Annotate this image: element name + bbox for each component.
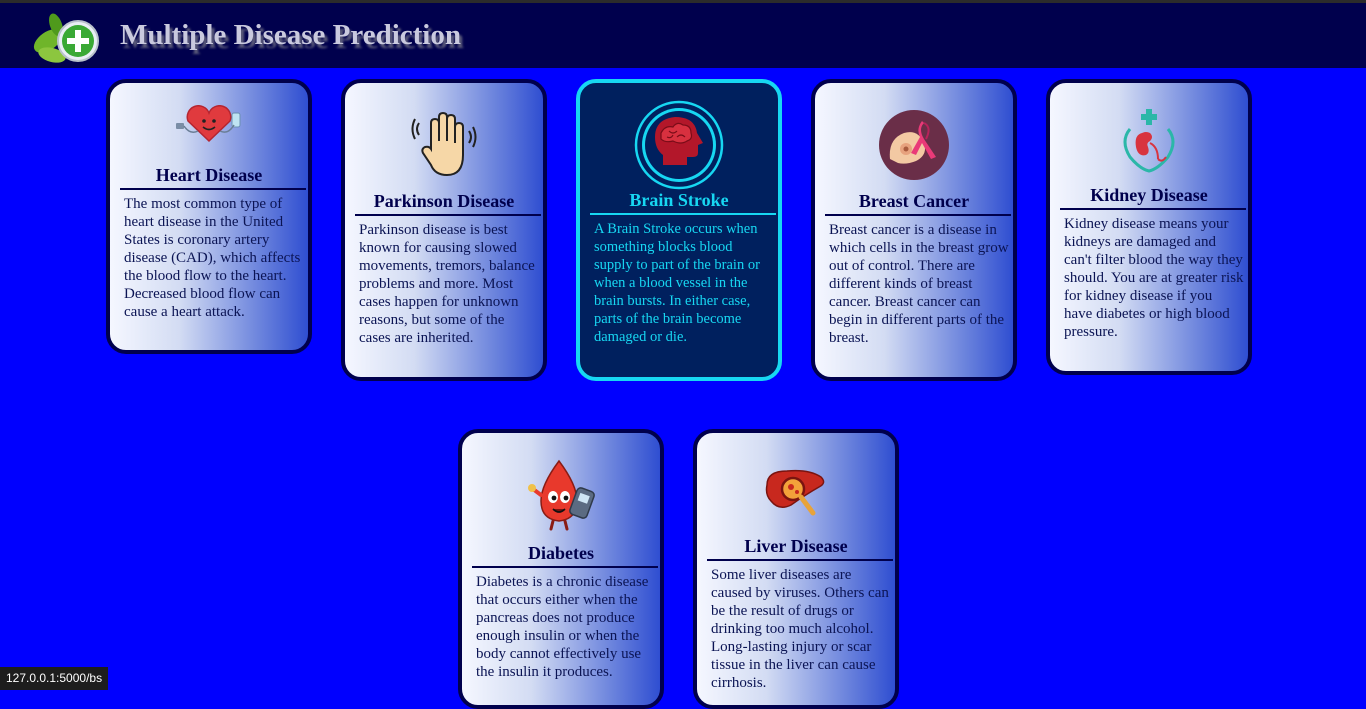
card-title: Brain Stroke <box>629 190 729 210</box>
card-title: Kidney Disease <box>1090 185 1208 205</box>
card-parkinson-disease[interactable]: Parkinson Disease Parkinson disease is b… <box>341 79 547 381</box>
card-breast-cancer[interactable]: Breast Cancer Breast cancer is a disease… <box>811 79 1017 381</box>
leaf-plus-logo-icon[interactable] <box>30 11 102 65</box>
liver-magnifier-icon <box>697 465 895 525</box>
pink-ribbon-icon <box>815 109 1013 181</box>
card-description: Parkinson disease is best known for caus… <box>359 222 535 346</box>
navbar: Multiple Disease Prediction <box>0 3 1366 68</box>
shaking-hand-icon <box>345 109 543 179</box>
title-divider <box>825 214 1011 216</box>
title-divider <box>120 188 306 190</box>
brain-head-icon <box>580 99 778 191</box>
title-divider <box>707 559 893 561</box>
title-divider <box>472 566 658 568</box>
blood-drop-glucometer-icon <box>462 459 660 531</box>
card-title: Breast Cancer <box>858 191 970 211</box>
card-liver-disease[interactable]: Liver Disease Some liver diseases are ca… <box>693 429 899 709</box>
status-bar-url: 127.0.0.1:5000/bs <box>0 667 109 690</box>
card-brain-stroke[interactable]: Brain Stroke A Brain Stroke occurs when … <box>576 79 782 381</box>
card-title: Heart Disease <box>155 165 263 185</box>
card-description: Diabetes is a chronic disease that occur… <box>476 574 649 680</box>
card-kidney-disease[interactable]: Kidney Disease Kidney disease means your… <box>1046 79 1252 375</box>
card-title: Liver Disease <box>744 536 848 556</box>
card-diabetes[interactable]: Diabetes Diabetes is a chronic disease t… <box>458 429 664 709</box>
title-divider <box>355 214 541 216</box>
card-description: Some liver diseases are caused by viruse… <box>711 567 889 691</box>
card-title: Diabetes <box>528 543 594 563</box>
heart-icon <box>110 105 308 145</box>
title-divider <box>1060 208 1246 210</box>
card-description: A Brain Stroke occurs when something blo… <box>594 221 760 345</box>
title-divider <box>590 213 776 215</box>
app-title[interactable]: Multiple Disease Prediction <box>120 19 461 51</box>
card-description: Breast cancer is a disease in which cell… <box>829 222 1009 346</box>
card-description: The most common type of heart disease in… <box>124 196 301 320</box>
card-description: Kidney disease means your kidneys are da… <box>1064 216 1244 340</box>
card-heart-disease[interactable]: Heart Disease The most common type of he… <box>106 79 312 354</box>
kidney-icon <box>1050 107 1248 177</box>
card-title: Parkinson Disease <box>373 191 515 211</box>
window-top-edge <box>0 0 1366 3</box>
